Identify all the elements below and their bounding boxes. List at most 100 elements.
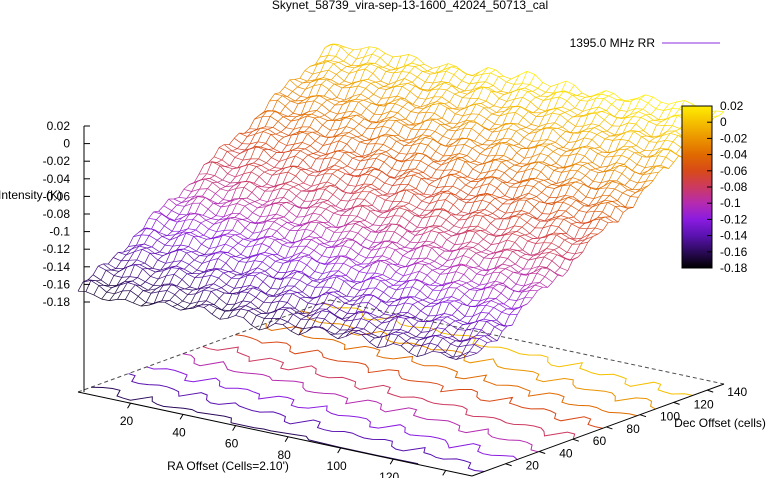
mesh-segment [457,120,467,124]
mesh-segment [396,297,403,306]
mesh-segment [668,101,677,105]
mesh-segment [215,188,221,194]
mesh-segment [603,119,613,127]
mesh-segment [347,96,353,102]
mesh-segment [503,231,510,236]
mesh-segment [208,224,215,230]
mesh-segment [304,70,313,75]
mesh-segment [454,91,460,95]
mesh-segment [297,312,307,317]
mesh-segment [430,215,439,217]
mesh-segment [391,98,401,102]
mesh-segment [342,245,351,249]
mesh-segment [203,161,210,166]
mesh-segment [387,246,396,251]
mesh-segment [365,238,374,243]
mesh-segment [335,333,344,335]
mesh-segment [420,103,429,108]
mesh-segment [372,73,382,82]
mesh-segment [383,161,393,169]
mesh-segment [211,161,217,163]
mesh-segment [585,169,591,176]
mesh-segment [651,142,658,151]
mesh-segment [179,206,185,215]
mesh-segment [302,80,308,84]
mesh-segment [298,114,305,120]
mesh-segment [395,120,404,126]
mesh-segment [335,276,345,282]
mesh-segment [429,263,438,270]
mesh-segment [412,230,421,233]
mesh-segment [166,231,173,236]
mesh-segment [442,337,451,345]
mesh-segment [572,189,579,198]
mesh-segment [215,215,224,218]
mesh-segment [285,127,294,130]
mesh-segment [518,123,527,128]
mesh-segment [386,316,395,320]
mesh-segment [358,330,367,335]
mesh-segment [148,217,157,220]
mesh-segment [426,247,432,259]
mesh-segment [456,144,465,146]
mesh-segment [525,124,532,128]
mesh-segment [601,180,610,184]
mesh-segment [441,161,450,166]
mesh-segment [213,202,222,208]
mesh-segment [601,110,607,112]
mesh-segment [590,169,599,174]
mesh-segment [488,107,497,113]
mesh-segment [498,94,505,99]
mesh-segment [197,213,204,216]
mesh-segment [366,108,375,115]
mesh-segment [237,238,244,244]
mesh-segment [557,126,563,129]
mesh-segment [395,201,402,207]
mesh-segment [342,100,348,105]
mesh-segment [154,229,160,233]
mesh-segment [490,142,499,146]
mesh-segment [261,183,268,188]
mesh-segment [399,78,405,85]
mesh-segment [247,133,256,137]
mesh-segment [553,83,559,94]
mesh-segment [298,101,307,105]
mesh-segment [317,201,324,207]
mesh-segment [544,213,551,222]
mesh-segment [295,240,301,243]
mesh-segment [327,262,336,265]
mesh-segment [471,128,480,135]
mesh-segment [254,201,263,206]
mesh-segment [460,189,469,196]
mesh-segment [389,111,398,113]
mesh-segment [192,288,198,291]
mesh-segment [274,318,281,324]
mesh-segment [426,269,433,276]
mesh-segment [383,286,389,293]
mesh-segment [445,66,452,72]
mesh-segment [480,297,489,302]
mesh-segment [477,289,483,291]
mesh-segment [449,113,456,124]
mesh-segment [392,179,398,186]
mesh-segment [227,229,233,235]
mesh-segment [352,302,361,306]
mesh-segment [299,148,306,152]
mesh-segment [304,207,311,217]
mesh-segment [441,159,447,166]
mesh-segment [349,152,358,157]
mesh-segment [619,117,626,127]
mesh-segment [402,170,411,176]
mesh-segment [570,199,577,206]
mesh-segment [403,332,412,339]
mesh-segment [392,263,401,268]
mesh-segment [483,86,489,89]
mesh-segment [407,230,413,233]
mesh-segment [383,305,390,315]
mesh-segment [143,235,150,245]
mesh-segment [488,87,497,93]
mesh-segment [560,131,566,137]
mesh-segment [411,188,417,191]
mesh-segment [355,98,364,101]
mesh-segment [454,233,460,245]
